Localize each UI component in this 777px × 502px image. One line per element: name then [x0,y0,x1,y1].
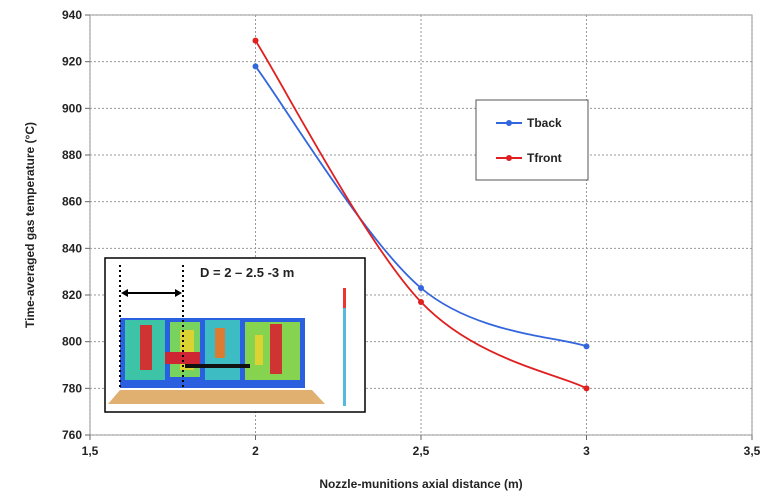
y-tick-label: 900 [62,101,82,115]
y-tick-label: 760 [62,428,82,442]
colorbar [343,288,346,406]
y-tick-label: 780 [62,381,82,395]
legend-marker [506,155,512,161]
colorbar-top [343,288,346,308]
legend-label: Tback [527,116,562,130]
legend-label: Tfront [527,151,562,165]
field-patches [125,320,300,380]
x-axis-title: Nozzle-munitions axial distance (m) [319,477,522,491]
y-tick-label: 800 [62,335,82,349]
y-tick-label: 940 [62,8,82,22]
point [252,37,259,44]
arrow-head [175,289,182,297]
y-tick-label: 920 [62,55,82,69]
x-tick-label: 2 [252,444,259,458]
x-tick-label: 2,5 [413,444,430,458]
inset: D = 2 – 2.5 -3 m [104,257,366,413]
series-line [254,40,587,390]
y-axis-title: Time-averaged gas temperature (°C) [23,122,37,328]
series-line [254,65,587,348]
point [252,63,259,70]
y-tick-label: 840 [62,241,82,255]
legend-marker [506,120,512,126]
y-tick-label: 880 [62,148,82,162]
lines [252,37,590,392]
arrow-head [121,289,128,297]
x-tick-label: 1,5 [82,444,99,458]
floor [108,390,325,404]
point [418,285,424,291]
point [583,385,590,392]
annotation: D = 2 – 2.5 -3 m [200,265,294,280]
point [418,299,424,305]
munitions [185,364,250,368]
y-tick-label: 860 [62,195,82,209]
x-tick-label: 3 [583,444,590,458]
legend-box [475,99,589,181]
legend: Tback Tfront [475,99,589,181]
y-tick-label: 820 [62,288,82,302]
x-tick-label: 3,5 [744,444,761,458]
point [583,343,590,350]
